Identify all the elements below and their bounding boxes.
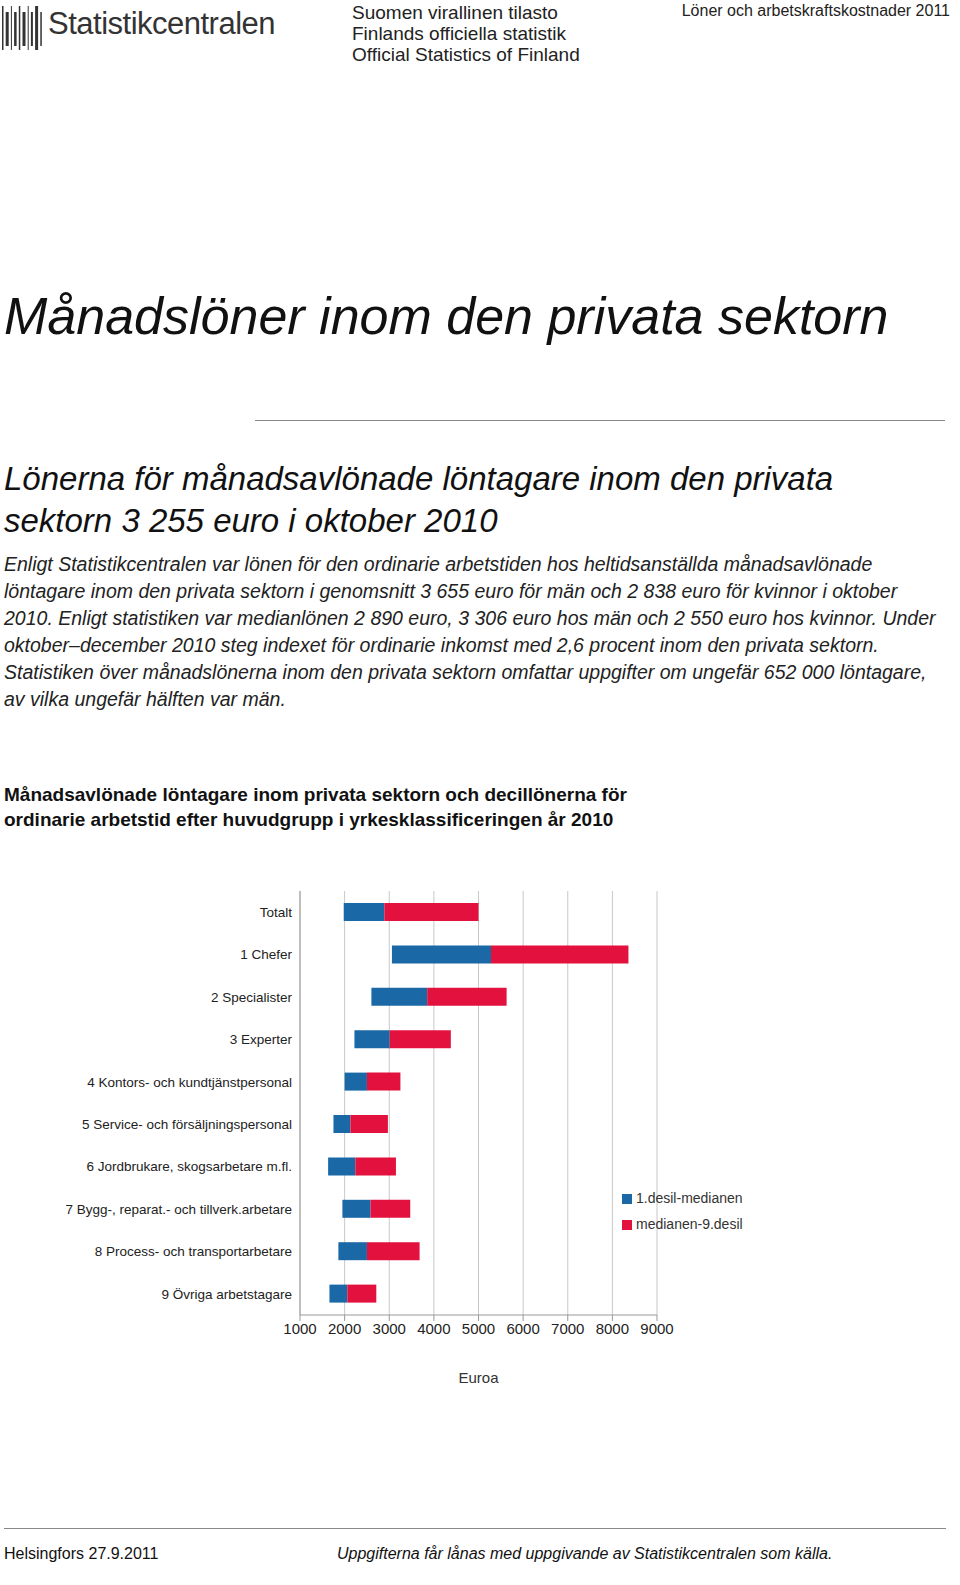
html-text:Lönerna för månadsavlönade lön: Lönerna för månadsavlönade löntagare ino…: [4, 460, 834, 539]
svg-text:Totalt: Totalt: [260, 905, 293, 920]
svg-text:1000: 1000: [283, 1320, 316, 1337]
svg-text:7 Bygg-, reparat.- och tillver: 7 Bygg-, reparat.- och tillverk.arbetare: [65, 1202, 292, 1217]
html-text:Suomen virallinen tilasto: Suomen virallinen tilasto: [352, 2, 558, 23]
svg-text:5000: 5000: [462, 1320, 495, 1337]
html-text:Helsingfors 27.9.2011: Helsingfors 27.9.2011: [4, 1545, 159, 1562]
html-text:Statistikcentralen: Statistikcentralen: [48, 6, 276, 41]
html-text:medianen-9.desil: medianen-9.desil: [636, 1216, 743, 1232]
html-text:Finlands officiella statistik: Finlands officiella statistik: [352, 23, 566, 44]
html-text:Official Statistics of Finland: Official Statistics of Finland: [352, 44, 580, 65]
svg-text:Euroa: Euroa: [458, 1369, 499, 1386]
html-text:Månadslöner inom den privata s: Månadslöner inom den privata sektorn: [4, 287, 889, 345]
svg-text:4 Kontors- och kundtjänstperso: 4 Kontors- och kundtjänstpersonal: [87, 1075, 292, 1090]
svg-text:8000: 8000: [596, 1320, 629, 1337]
svg-text:3000: 3000: [373, 1320, 406, 1337]
html-text:Löner och arbetskraftskostnade: Löner och arbetskraftskostnader 2011: [681, 2, 950, 19]
html-text:Enligt Statistikcentralen var: Enligt Statistikcentralen var lönen för …: [4, 553, 936, 710]
svg-text:4000: 4000: [417, 1320, 450, 1337]
svg-text:8 Process- och transportarbeta: 8 Process- och transportarbetare: [95, 1244, 292, 1259]
html-text:Uppgifterna får lånas med uppg: Uppgifterna får lånas med uppgivande av …: [337, 1545, 833, 1562]
svg-text:7000: 7000: [551, 1320, 584, 1337]
svg-text:3 Experter: 3 Experter: [230, 1032, 293, 1047]
svg-text:1 Chefer: 1 Chefer: [240, 947, 292, 962]
svg-text:2000: 2000: [328, 1320, 361, 1337]
svg-text:9000: 9000: [640, 1320, 673, 1337]
svg-text:5 Service- och försäljningsper: 5 Service- och försäljningspersonal: [82, 1117, 292, 1132]
svg-text:6 Jordbrukare, skogsarbetare m: 6 Jordbrukare, skogsarbetare m.fl.: [86, 1159, 292, 1174]
html-text:1.desil-medianen: 1.desil-medianen: [636, 1190, 743, 1206]
html-text:Månadsavlönade löntagare inom: Månadsavlönade löntagare inom privata se…: [4, 784, 627, 830]
svg-text:6000: 6000: [506, 1320, 539, 1337]
svg-text:9 Övriga arbetstagare: 9 Övriga arbetstagare: [161, 1287, 292, 1302]
svg-text:2 Specialister: 2 Specialister: [211, 990, 293, 1005]
